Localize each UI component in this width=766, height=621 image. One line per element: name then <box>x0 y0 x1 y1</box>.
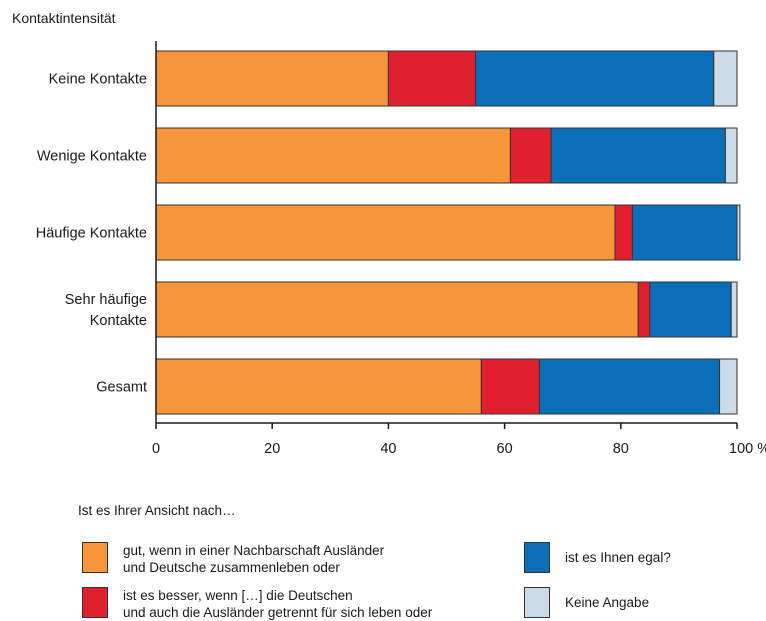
legend-label-keine-angabe: Keine Angabe <box>565 595 650 610</box>
legend-item-gut: gut, wenn in einer Nachbarschaft Ausländ… <box>82 542 384 576</box>
category-label-2: Häufige Kontakte <box>36 226 147 242</box>
bar-segment-4-1 <box>480 358 540 415</box>
bar-segment-1-0 <box>155 127 511 184</box>
x-tick-label-5: 100 % <box>729 441 766 457</box>
bar-segment-3-3 <box>730 281 738 338</box>
category-label-1: Wenige Kontakte <box>37 149 147 165</box>
legend-item-getrennt: ist es besser, wenn […] die Deutschen un… <box>82 587 432 621</box>
legend-swatch-orange <box>82 542 108 573</box>
bar-segment-4-0 <box>155 358 482 415</box>
x-tick-label-1: 20 <box>264 441 280 457</box>
bar-segment-4-2 <box>538 358 721 415</box>
bar-segment-1-2 <box>550 127 726 184</box>
bar-segment-2-3 <box>736 204 741 261</box>
bar-segment-1-1 <box>509 127 552 184</box>
x-tick-label-3: 60 <box>497 441 513 457</box>
category-label-4: Gesamt <box>96 380 147 396</box>
legend-swatch-light-blue <box>524 587 550 618</box>
bar-segment-0-0 <box>155 50 389 107</box>
legend-label-getrennt: ist es besser, wenn […] die Deutschen un… <box>123 588 433 620</box>
bar-segment-2-2 <box>631 204 738 261</box>
legend-swatch-blue <box>524 542 550 573</box>
bar-segment-3-2 <box>649 281 732 338</box>
category-label-3: Sehr häufige Kontakte <box>65 292 147 329</box>
x-tick-label-2: 40 <box>380 441 396 457</box>
bar-segment-4-3 <box>719 358 738 415</box>
bar-segment-1-3 <box>724 127 738 184</box>
bar-segment-0-2 <box>475 50 715 107</box>
bar-segment-3-0 <box>155 281 639 338</box>
legend-item-egal: ist es Ihnen egal? <box>524 542 671 573</box>
category-label-0: Keine Kontakte <box>49 72 147 88</box>
legend-label-egal: ist es Ihnen egal? <box>565 550 671 565</box>
bar-segment-3-1 <box>637 281 651 338</box>
x-tick-label-4: 80 <box>613 441 629 457</box>
bar-segment-2-1 <box>614 204 633 261</box>
legend-item-keine-angabe: Keine Angabe <box>524 587 649 618</box>
legend-swatch-red <box>82 587 108 618</box>
bar-segment-0-3 <box>713 50 738 107</box>
bar-segment-2-0 <box>155 204 616 261</box>
legend-title: Ist es Ihrer Ansicht nach… <box>78 503 236 518</box>
y-axis-title: Kontaktintensität <box>12 10 116 26</box>
x-tick-label-0: 0 <box>152 441 160 457</box>
stacked-bar-chart: Keine Kontakte Wenige Kontakte Häufige Kon… <box>36 41 766 457</box>
bar-segment-0-1 <box>387 50 477 107</box>
legend-label-gut: gut, wenn in einer Nachbarschaft Ausländ… <box>123 543 385 575</box>
